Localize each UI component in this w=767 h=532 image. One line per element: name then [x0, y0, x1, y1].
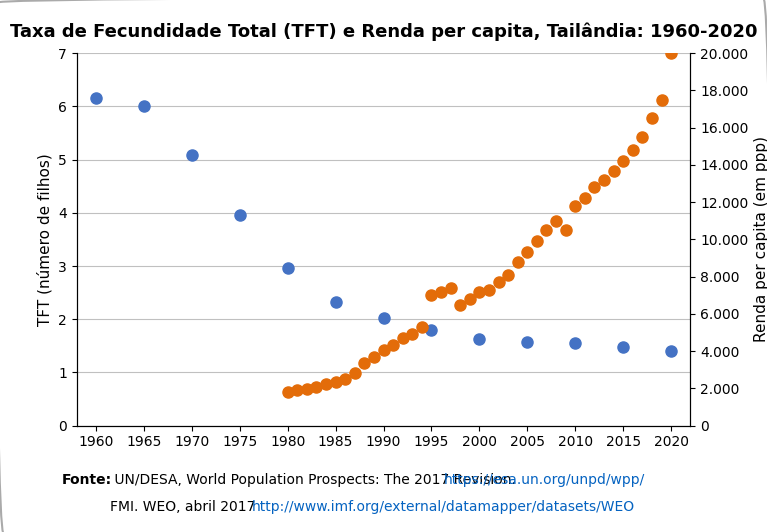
- Point: [311, 383, 323, 392]
- Point: [656, 96, 668, 104]
- Point: [377, 346, 390, 354]
- Point: [464, 295, 476, 303]
- Point: [281, 388, 294, 396]
- Point: [444, 284, 456, 292]
- Point: [425, 326, 437, 335]
- Point: [233, 211, 245, 220]
- Point: [377, 314, 390, 322]
- Point: [588, 183, 601, 192]
- Point: [627, 146, 639, 154]
- Point: [531, 237, 543, 245]
- Point: [281, 264, 294, 272]
- Point: [665, 347, 677, 355]
- Point: [435, 287, 447, 296]
- Point: [617, 343, 629, 351]
- Point: [416, 322, 428, 331]
- Text: http://www.imf.org/external/datamapper/datasets/WEO: http://www.imf.org/external/datamapper/d…: [252, 500, 635, 514]
- Point: [540, 226, 552, 234]
- Point: [186, 151, 198, 160]
- Text: https://esa.un.org/unpd/wpp/: https://esa.un.org/unpd/wpp/: [443, 473, 644, 487]
- Point: [368, 352, 380, 361]
- Point: [90, 94, 102, 103]
- Point: [522, 338, 534, 346]
- Point: [665, 49, 677, 57]
- Point: [330, 378, 342, 386]
- Point: [607, 166, 620, 174]
- Point: [425, 291, 437, 300]
- Y-axis label: Renda per capita (em ppp): Renda per capita (em ppp): [754, 136, 767, 343]
- Point: [348, 368, 360, 377]
- Text: UN/DESA, World Population Prospects: The 2017 Revision.: UN/DESA, World Population Prospects: The…: [110, 473, 520, 487]
- Point: [569, 338, 581, 347]
- Point: [473, 287, 486, 296]
- Point: [492, 278, 505, 286]
- Point: [387, 340, 400, 349]
- Point: [473, 335, 486, 343]
- Point: [339, 375, 351, 383]
- Point: [569, 202, 581, 210]
- Title: Taxa de Fecundidade Total (TFT) e Renda per capita, Tailândia: 1960-2020: Taxa de Fecundidade Total (TFT) e Renda …: [10, 22, 757, 40]
- Point: [522, 248, 534, 256]
- Point: [407, 330, 419, 339]
- Text: FMI. WEO, abril 2017: FMI. WEO, abril 2017: [110, 500, 259, 514]
- Point: [502, 271, 515, 279]
- Point: [512, 257, 524, 266]
- Point: [358, 359, 370, 368]
- Point: [397, 334, 409, 343]
- Point: [138, 102, 150, 111]
- Y-axis label: TFT (número de filhos): TFT (número de filhos): [37, 153, 53, 326]
- Point: [291, 386, 304, 395]
- Text: Fonte:: Fonte:: [61, 473, 111, 487]
- Point: [646, 114, 658, 123]
- Point: [454, 300, 466, 309]
- Point: [483, 285, 495, 294]
- Point: [301, 385, 313, 394]
- Point: [598, 176, 611, 184]
- Point: [320, 379, 332, 388]
- Point: [617, 157, 629, 165]
- Point: [550, 217, 562, 225]
- Point: [636, 133, 648, 142]
- Point: [579, 194, 591, 203]
- Point: [560, 226, 572, 234]
- Point: [330, 298, 342, 306]
